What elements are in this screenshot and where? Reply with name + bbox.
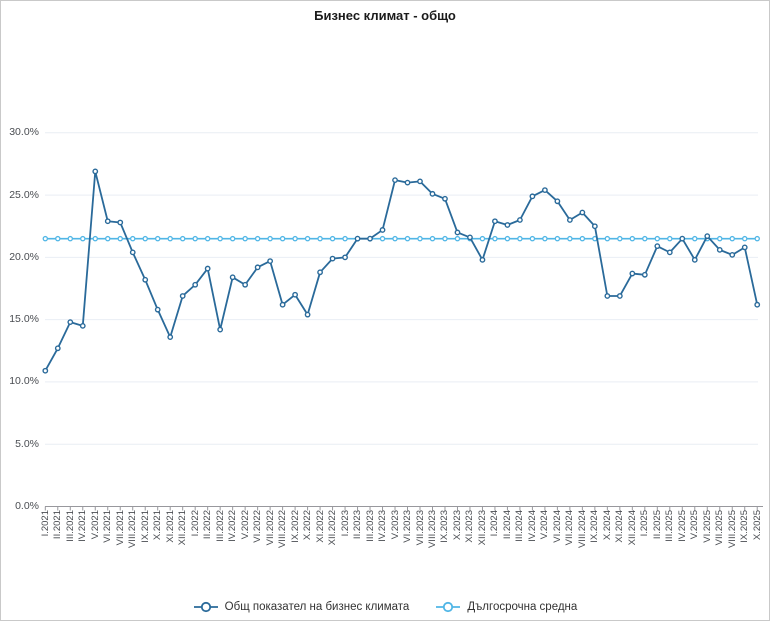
x-axis-tick-label: III.2021 [64, 510, 76, 542]
legend-label-main-series: Общ показател на бизнес климата [224, 601, 410, 613]
chart-title: Бизнес климат - общо [314, 8, 456, 23]
plot-area: 0.0% 5.0% 10.0% 15.0% 20.0% 25.0% 30.0% I.2021… [1, 1, 769, 581]
x-axis-tick-label: VII.2022 [264, 510, 276, 546]
x-axis-tick-label: III.2023 [364, 510, 376, 542]
x-axis-tick-label: III.2024 [514, 510, 526, 542]
x-axis-tick-label: II.2023 [352, 510, 364, 540]
x-axis-tick-label: X.2022 [302, 510, 314, 541]
x-axis-tick-label: XI.2022 [314, 510, 326, 543]
x-axis-tick-label: V.2025 [689, 510, 701, 540]
x-axis-tick-label: V.2023 [389, 510, 401, 540]
x-axis-tick-label: VI.2023 [402, 510, 413, 543]
x-axis-tick-label: IV.2024 [526, 510, 538, 542]
x-axis-tick-label: IV.2022 [227, 510, 239, 542]
x-axis-tick-label: XI.2024 [614, 510, 626, 543]
x-axis-tick-label: II.2025 [651, 510, 663, 540]
x-axis-tick-label: I.2021 [39, 510, 51, 537]
x-axis-tick-label: VII.2021 [114, 510, 126, 546]
x-axis-tick-label: IV.2025 [676, 510, 688, 542]
x-axis-tick-label: III.2022 [214, 510, 226, 542]
y-axis-tick-label: 0.0% [15, 500, 39, 512]
y-axis-tick-label: 5.0% [15, 437, 39, 450]
x-axis-tick-label: IX.2022 [289, 510, 301, 543]
x-axis-tick-label: III.2025 [664, 510, 676, 542]
x-axis-tick-label: VIII.2021 [127, 510, 139, 549]
x-axis-tick-label: XII.2021 [177, 510, 189, 546]
x-axis-tick-label: V.2024 [539, 510, 551, 540]
x-axis-tick-label: VI.2022 [252, 510, 264, 543]
x-axis-tick-label: VIII.2025 [726, 510, 738, 549]
legend-label-average: Дългосрочна средна [467, 601, 578, 613]
x-axis-tick-label: IX.2023 [439, 510, 451, 543]
x-axis-tick-label: V.2022 [239, 510, 251, 540]
legend-item-main-series[interactable]: Общ показател на бизнес климата [193, 600, 410, 614]
x-axis-tick-label: I.2022 [189, 510, 201, 537]
y-axis-tick-label: 25.0% [9, 188, 39, 201]
x-axis-tick-label: XII.2024 [626, 510, 638, 546]
x-axis-tick-label: X.2023 [451, 510, 463, 541]
x-axis-tick-label: VI.2025 [701, 510, 713, 543]
x-axis-tick-label: X.2024 [601, 510, 613, 541]
x-axis-tick-label: VIII.2022 [277, 510, 289, 549]
x-axis-tick-label: VI.2021 [102, 510, 114, 543]
plot-svg [42, 132, 763, 511]
line-marker-icon [435, 600, 461, 614]
x-axis-tick-label: VII.2023 [414, 510, 426, 546]
x-axis-tick-label: XII.2023 [476, 510, 488, 546]
x-axis-tick-label: IX.2024 [589, 510, 601, 543]
x-axis-tick-label: IX.2025 [739, 510, 751, 543]
x-axis-tick-label: II.2022 [202, 510, 214, 540]
legend-item-average[interactable]: Дългосрочна средна [435, 600, 577, 614]
x-axis-tick-label: X.2025 [751, 510, 763, 541]
y-axis-tick-label: 30.0% [9, 126, 39, 139]
x-axis-tick-label: VI.2024 [551, 510, 563, 543]
x-axis-tick-label: IV.2021 [77, 510, 89, 542]
y-axis-tick-label: 20.0% [9, 250, 39, 263]
x-axis-tick-label: VIII.2024 [576, 510, 588, 549]
x-axis-tick-label: VIII.2023 [426, 510, 438, 549]
x-axis-tick-label: XII.2022 [327, 510, 339, 546]
x-axis-tick-label: I.2024 [489, 510, 501, 537]
y-axis-tick-label: 10.0% [9, 375, 39, 388]
x-axis-tick-label: VII.2024 [564, 510, 576, 546]
y-axis-tick-label: 15.0% [9, 313, 39, 326]
line-marker-icon [193, 600, 219, 614]
x-axis-tick-label: I.2025 [639, 510, 651, 537]
x-axis-tick-label: I.2023 [339, 510, 351, 537]
legend: Общ показател на бизнес климата Дългосро… [1, 600, 769, 614]
x-axis-tick-label: X.2021 [152, 510, 164, 541]
x-axis-tick-label: II.2024 [501, 510, 513, 540]
x-axis-tick-label: II.2021 [52, 510, 64, 540]
x-axis-tick-label: VII.2025 [714, 510, 726, 546]
x-axis-tick-label: XI.2021 [164, 510, 176, 543]
x-axis-tick-label: IX.2021 [139, 510, 151, 543]
x-axis-tick-label: V.2021 [89, 510, 101, 540]
x-axis-tick-label: XI.2023 [464, 510, 476, 543]
x-axis-tick-label: IV.2023 [377, 510, 389, 542]
